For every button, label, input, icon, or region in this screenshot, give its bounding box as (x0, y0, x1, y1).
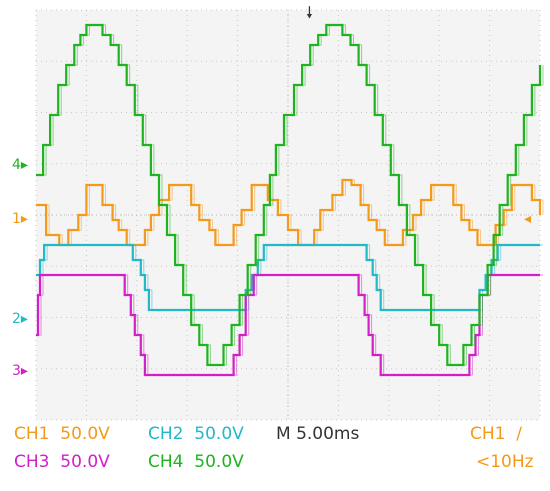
waveform-traces (36, 23, 544, 377)
ch4-marker-label: 4 (12, 157, 21, 173)
ch1-scale: 50.0V (60, 424, 110, 444)
ch3-readout: CH3 50.0V (14, 452, 110, 472)
trigger-source: CH1 (470, 424, 506, 444)
ch1-readout: CH1 50.0V (14, 424, 110, 444)
ch3-marker-label: 3 (12, 363, 21, 379)
ch2-scale: 50.0V (194, 424, 244, 444)
trace-ch3-persistence (39, 274, 543, 376)
ch1-marker-label: 1 (12, 211, 21, 227)
timebase-readout: M 5.00ms (276, 424, 359, 444)
ch4-readout: CH4 50.0V (148, 452, 244, 472)
ch2-label: CH2 (148, 424, 184, 444)
ch2-ground-marker: 2▸ (12, 311, 28, 327)
trigger-slope-icon: ∕ (516, 424, 523, 444)
ch4-label: CH4 (148, 452, 184, 472)
ch3-label: CH3 (14, 452, 50, 472)
trigger-frequency: <10Hz (476, 452, 534, 472)
trace-ch1-persistence (39, 179, 544, 246)
ch1-ground-marker: 1▸ (12, 211, 28, 227)
trigger-readout: CH1 ∕ (470, 424, 522, 444)
trace-ch4 (36, 23, 542, 367)
ch2-readout: CH2 50.0V (148, 424, 244, 444)
ch3-scale: 50.0V (60, 452, 110, 472)
trigger-position-icon: 🠗 (306, 3, 313, 22)
trigger-frequency-readout: <10Hz (476, 452, 534, 472)
ch4-ground-marker: 4▸ (12, 157, 28, 173)
trace-ch4-persistence (39, 24, 544, 366)
ch3-ground-marker: 3▸ (12, 363, 28, 379)
trace-ch2-persistence (39, 244, 543, 311)
timebase-value: M 5.00ms (276, 424, 360, 444)
ch4-scale: 50.0V (194, 452, 244, 472)
trigger-level-icon: ◂ (524, 211, 532, 227)
ch1-label: CH1 (14, 424, 50, 444)
ch2-marker-label: 2 (12, 311, 21, 327)
